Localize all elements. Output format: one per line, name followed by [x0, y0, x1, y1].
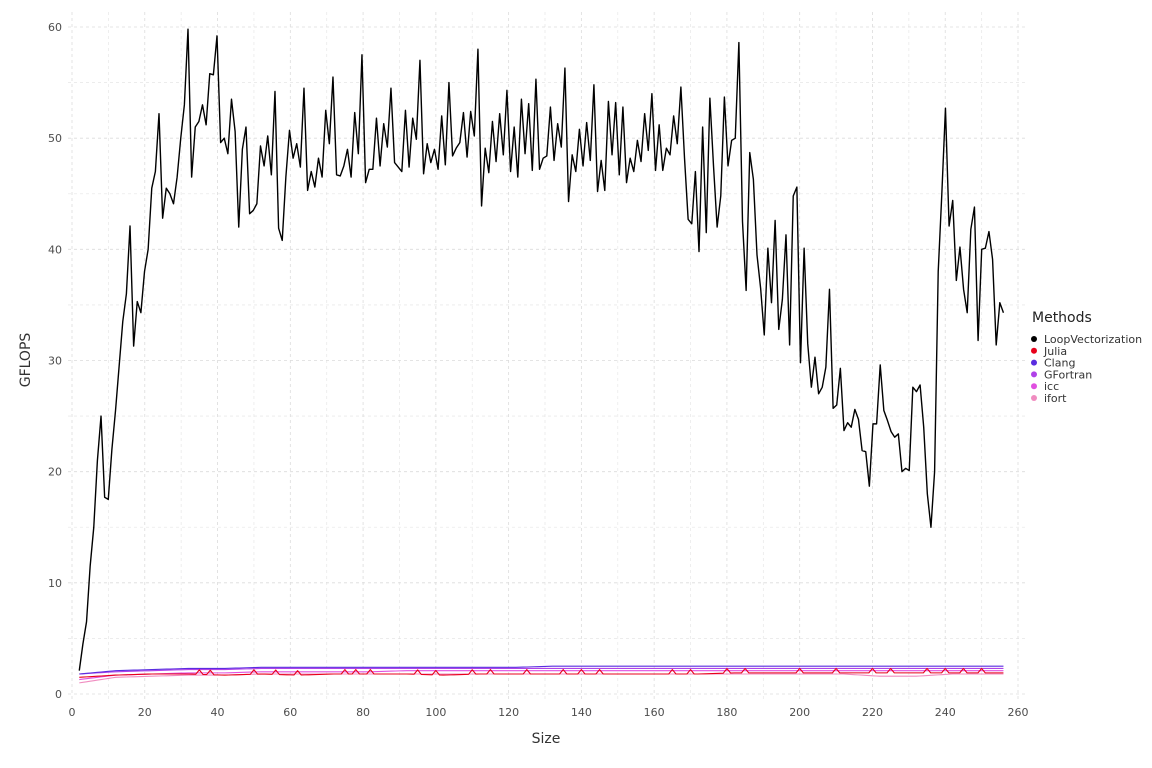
x-tick-label: 180: [716, 706, 737, 719]
series-lines: [78, 28, 1005, 684]
series-line-gfortran: [79, 667, 1004, 675]
legend-label-ifort: ifort: [1044, 392, 1067, 405]
x-tick-label: 200: [789, 706, 810, 719]
y-tick-label: 60: [48, 21, 62, 34]
series-line-loopvectorization: [78, 28, 1005, 671]
legend-title: Methods: [1032, 310, 1092, 326]
x-tick-label: 20: [138, 706, 152, 719]
series-line-julia: [79, 667, 1004, 678]
legend-marker-julia: [1031, 347, 1037, 354]
legend-marker-ifort: [1031, 395, 1037, 401]
y-axis-ticks: 0 10 20 30 40 50 60: [48, 21, 62, 701]
legend: Methods LoopVectorizationJuliaClangGFort…: [1031, 310, 1142, 405]
y-tick-label: 50: [48, 132, 62, 145]
y-tick-label: 10: [48, 577, 62, 590]
grid: [68, 12, 1028, 702]
x-tick-label: 140: [571, 706, 592, 719]
legend-marker-clang: [1031, 359, 1037, 366]
x-tick-label: 260: [1008, 706, 1029, 719]
y-axis-title: GFLOPS: [18, 333, 34, 388]
legend-marker-gfortran: [1031, 371, 1037, 378]
series-line-icc: [79, 670, 1004, 681]
y-tick-label: 30: [48, 355, 62, 368]
x-axis-title: Size: [532, 731, 561, 747]
x-tick-label: 120: [498, 706, 519, 719]
legend-label-loopvectorization: LoopVectorization: [1044, 333, 1142, 346]
x-tick-label: 160: [644, 706, 665, 719]
x-tick-label: 240: [935, 706, 956, 719]
x-tick-label: 80: [356, 706, 370, 719]
y-tick-label: 20: [48, 466, 62, 479]
x-tick-label: 60: [283, 706, 297, 719]
legend-marker-loopvectorization: [1031, 336, 1037, 342]
x-tick-label: 220: [862, 706, 883, 719]
legend-label-icc: icc: [1044, 380, 1059, 393]
legend-label-julia: Julia: [1043, 345, 1067, 358]
y-tick-label: 0: [55, 688, 62, 701]
x-tick-label: 0: [69, 706, 76, 719]
x-tick-label: 40: [211, 706, 225, 719]
series-line-clang: [79, 665, 1004, 675]
x-tick-label: 100: [425, 706, 446, 719]
y-tick-label: 40: [48, 243, 62, 256]
legend-label-clang: Clang: [1044, 357, 1075, 370]
legend-marker-icc: [1031, 383, 1037, 390]
x-axis-ticks: 0 20 40 60 80 100 120 140 160 180 200 220 240 260: [69, 706, 1029, 719]
legend-label-gfortran: GFortran: [1044, 368, 1092, 381]
